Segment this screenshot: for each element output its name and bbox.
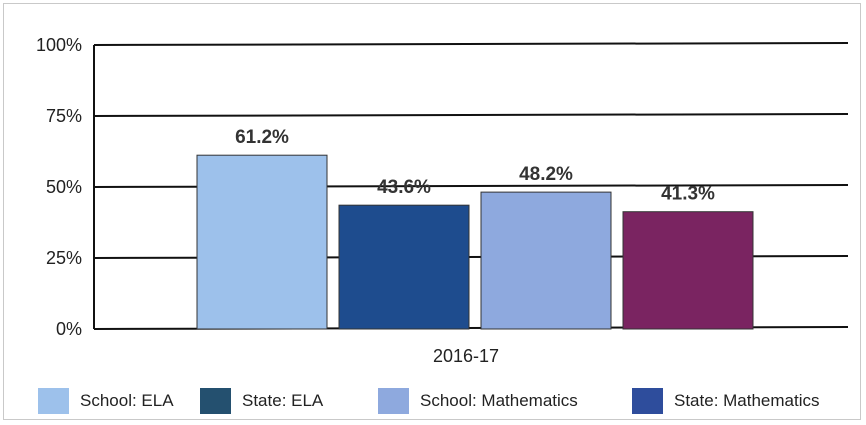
chart-legend: School: ELA State: ELA School: Mathematics… — [0, 376, 866, 422]
bar — [480, 191, 612, 330]
y-tick-label: 75% — [46, 106, 82, 126]
data-label: 43.6% — [377, 177, 431, 198]
data-label: 41.3% — [661, 184, 715, 205]
legend-label: School: ELA — [80, 391, 174, 410]
data-label: 48.2% — [519, 164, 573, 185]
legend-swatch — [632, 388, 663, 414]
data-label: 61.2% — [235, 127, 289, 148]
y-tick-label: 100% — [36, 35, 82, 55]
legend-swatch — [38, 388, 69, 414]
bar — [622, 211, 754, 330]
gridline — [93, 42, 849, 46]
gridline — [93, 113, 849, 117]
y-tick-label: 50% — [46, 177, 82, 197]
bar — [196, 154, 328, 330]
legend-label: State: ELA — [242, 391, 324, 410]
chart-frame — [3, 3, 861, 420]
legend-label: School: Mathematics — [420, 391, 578, 410]
bar — [338, 204, 470, 330]
x-category-label: 2016-17 — [433, 346, 499, 366]
bar-chart: 0% 25% 50% 75% 100% 61.2% 43.6% 48.2% 41.3% 2016-… — [36, 35, 849, 366]
y-tick-label: 25% — [46, 248, 82, 268]
legend-swatch — [200, 388, 231, 414]
y-tick-label: 0% — [56, 319, 82, 339]
legend-swatch — [378, 388, 409, 414]
legend-label: State: Mathematics — [674, 391, 820, 410]
